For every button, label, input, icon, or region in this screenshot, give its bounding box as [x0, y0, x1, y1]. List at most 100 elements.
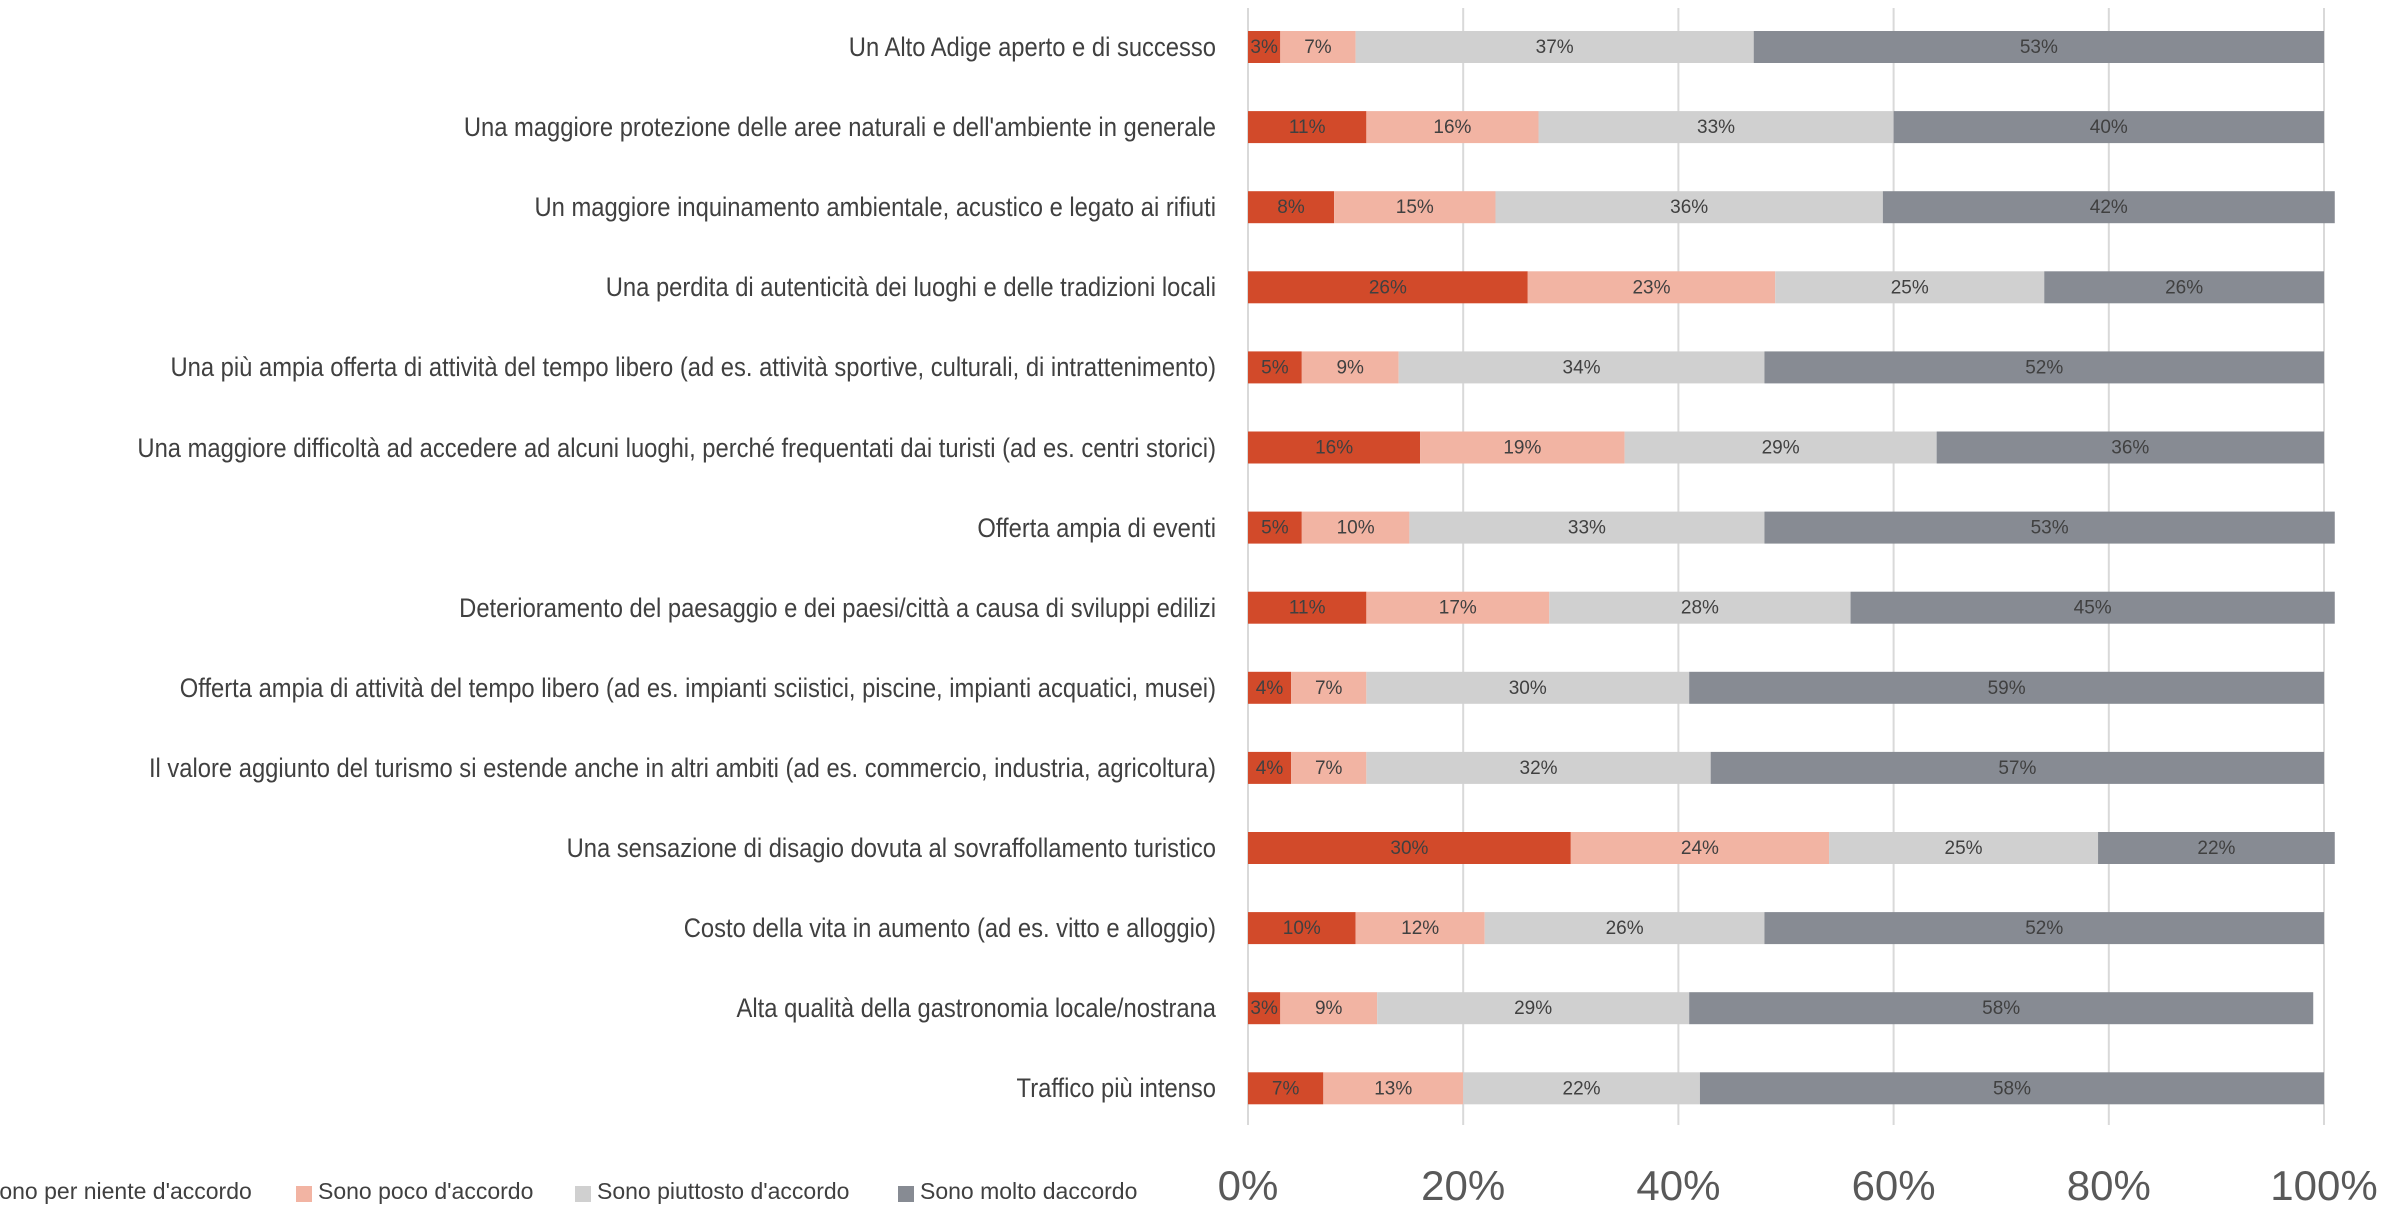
bar-segment [2098, 832, 2335, 864]
bar-segment [1699, 1072, 2324, 1105]
bar-segment [1538, 111, 1894, 144]
category-label: Una sensazione di disagio dovuta al sovr… [566, 833, 1216, 863]
data-label: 40% [2090, 117, 2128, 138]
bar-segment [1280, 31, 1356, 63]
category-label: Alta qualità della gastronomia locale/no… [736, 993, 1216, 1024]
data-label: 16% [1315, 438, 1353, 459]
bar-segment [1248, 431, 1421, 464]
legend-label: Sono poco d'accordo [318, 1178, 534, 1204]
data-label: 8% [1277, 197, 1305, 218]
data-label: 3% [1250, 37, 1278, 58]
bar-segment [1936, 431, 2324, 464]
data-label: 26% [1606, 918, 1644, 939]
bar-segment [1377, 992, 1690, 1025]
bar-segment [1710, 751, 2324, 784]
bar-segment [1366, 751, 1711, 784]
category-label: Traffico più intenso [1016, 1073, 1216, 1104]
category-label: Una perdita di autenticità dei luoghi e … [605, 272, 1216, 303]
data-label: 33% [1568, 518, 1606, 539]
data-label: 11% [1289, 598, 1326, 619]
bar-segment [1248, 271, 1528, 304]
data-label: 7% [1315, 758, 1343, 779]
legend-label: Sono molto daccordo [920, 1178, 1138, 1204]
data-label: 45% [2074, 598, 2112, 619]
category-label: Un Alto Adige aperto e di successo [848, 32, 1216, 62]
x-tick-label: 60% [1852, 1162, 1936, 1208]
bar-segment [1775, 271, 2045, 304]
bar-segment [1366, 671, 1690, 704]
data-label: 58% [1993, 1078, 2031, 1099]
data-label: 5% [1261, 518, 1289, 539]
legend-swatch [898, 1186, 914, 1202]
bar-segment [1527, 271, 1776, 304]
category-label: Una più ampia offerta di attività del te… [170, 352, 1216, 383]
bar-segment [1248, 1072, 1324, 1105]
data-label: 22% [2197, 838, 2235, 859]
bar-segment [1248, 912, 1356, 945]
bar-segment [1248, 671, 1292, 704]
bar-segment [1291, 671, 1367, 704]
bar-segment [1764, 912, 2324, 945]
data-label: 5% [1261, 357, 1289, 378]
bar-segment [1355, 31, 1754, 63]
category-label: Una maggiore protezione delle aree natur… [463, 112, 1216, 143]
bar-segment [1398, 351, 1765, 384]
bar-segment [1495, 191, 1883, 224]
bar-segment [1248, 111, 1367, 144]
legend-label: Sono piuttosto d'accordo [597, 1178, 850, 1204]
category-label: Un maggiore inquinamento ambientale, acu… [534, 192, 1216, 223]
bar-segment [1549, 591, 1851, 624]
bar-segment [1893, 111, 2324, 144]
bar-segment [1248, 751, 1292, 784]
data-label: 10% [1337, 518, 1375, 539]
bar-segment [1248, 591, 1367, 624]
data-label: 52% [2025, 918, 2063, 939]
category-label: Il valore aggiunto del turismo si estend… [148, 752, 1216, 783]
data-label: 30% [1390, 838, 1428, 859]
data-label: 32% [1520, 758, 1558, 779]
data-label: 34% [1563, 357, 1601, 378]
x-tick-label: 20% [1421, 1162, 1505, 1208]
bar-segment [1323, 1072, 1464, 1105]
bar-segment [1764, 511, 2335, 544]
data-label: 24% [1681, 838, 1719, 859]
bar-segment [1248, 992, 1281, 1025]
x-tick-label: 0% [1218, 1162, 1279, 1208]
bar-segment [1248, 832, 1571, 864]
x-tick-label: 80% [2067, 1162, 2151, 1208]
data-label: 9% [1315, 998, 1343, 1019]
data-label: 26% [2165, 277, 2203, 298]
bar-segment [1280, 992, 1378, 1025]
data-label: 19% [1503, 438, 1541, 459]
data-label: 59% [1988, 678, 2026, 699]
bar-segment [1334, 191, 1496, 224]
data-label: 37% [1536, 37, 1574, 58]
bar-segment [1463, 1072, 1700, 1105]
bar-segment [1570, 832, 1830, 864]
bar-segment [1248, 351, 1302, 384]
bar-segment [1624, 431, 1937, 464]
data-label: 23% [1632, 277, 1670, 298]
data-label: 17% [1439, 598, 1477, 619]
data-label: 15% [1396, 197, 1434, 218]
data-label: 7% [1315, 678, 1343, 699]
data-label: 28% [1681, 598, 1719, 619]
data-label: 52% [2025, 357, 2063, 378]
data-label: 7% [1272, 1078, 1300, 1099]
legend-label: Sono per niente d'accordo [0, 1178, 252, 1204]
x-tick-label: 40% [1636, 1162, 1720, 1208]
data-label: 30% [1509, 678, 1547, 699]
bar-segment [1366, 111, 1539, 144]
data-label: 53% [2020, 37, 2058, 58]
bar-segment [1355, 912, 1485, 945]
bar-segment [1829, 832, 2099, 864]
legend-swatch [575, 1186, 591, 1202]
data-label: 3% [1250, 998, 1278, 1019]
data-label: 25% [1945, 838, 1983, 859]
data-label: 4% [1256, 758, 1284, 779]
data-label: 29% [1514, 998, 1552, 1019]
data-label: 13% [1374, 1078, 1412, 1099]
category-label: Deterioramento del paesaggio e dei paesi… [459, 592, 1216, 623]
